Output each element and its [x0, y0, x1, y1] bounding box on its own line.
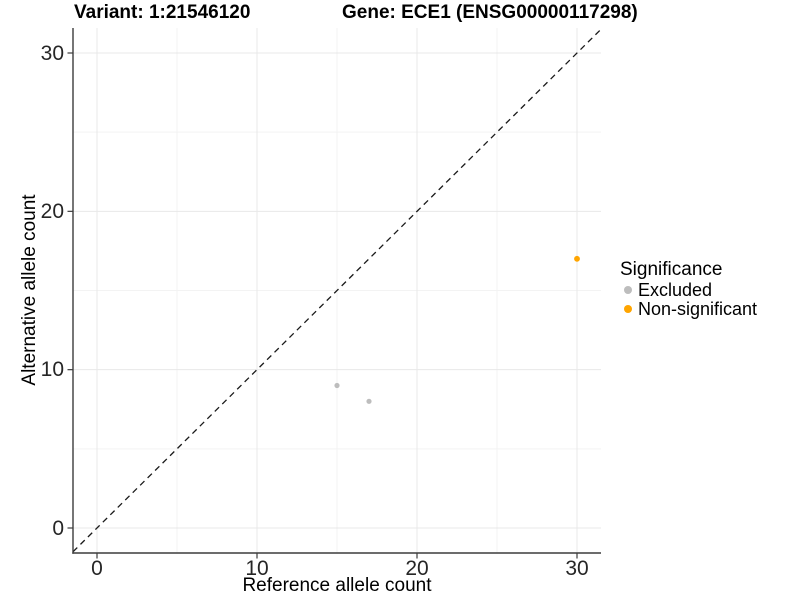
x-tick-label: 10	[245, 557, 269, 580]
x-tick-label: 20	[405, 557, 429, 580]
y-tick-label: 10	[40, 358, 64, 382]
legend-title: Significance	[620, 259, 723, 280]
y-tick-label: 30	[40, 41, 64, 65]
data-point-excluded	[366, 398, 372, 404]
legend-item: Non-significant	[620, 300, 757, 319]
y-axis-title: Alternative allele count	[19, 194, 40, 386]
identity-reference-line	[72, 28, 602, 553]
x-tick-label: 0	[91, 557, 103, 580]
y-tick-label: 0	[52, 516, 64, 540]
x-axis-title: Reference allele count	[242, 575, 432, 596]
data-point-non-significant	[574, 255, 580, 262]
legend-key-dot-icon	[624, 286, 632, 295]
legend-item: Excluded	[620, 281, 757, 300]
legend-item-label: Non-significant	[638, 298, 758, 319]
x-tick-label: 30	[565, 557, 589, 580]
legend: Significance Excluded Non-significant	[620, 258, 757, 318]
gene-title: Gene: ECE1 (ENSG00000117298)	[342, 2, 638, 23]
variant-title: Variant: 1:21546120	[74, 2, 251, 23]
legend-item-label: Excluded	[638, 280, 713, 301]
legend-items: Excluded Non-significant	[620, 281, 757, 318]
data-point-excluded	[334, 382, 340, 389]
y-tick-label: 20	[40, 199, 64, 223]
legend-key-dot-icon	[624, 304, 632, 313]
